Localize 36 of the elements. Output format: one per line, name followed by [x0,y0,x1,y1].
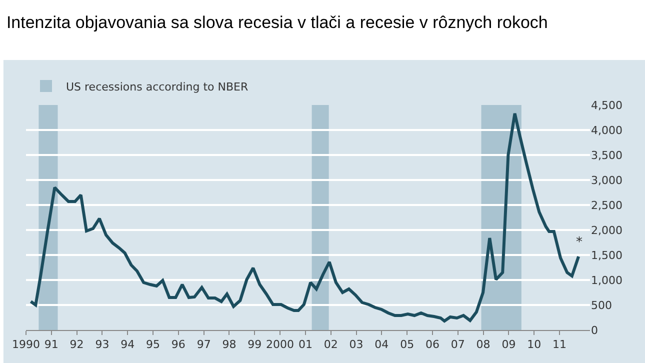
x-tick-label: 94 [120,338,135,352]
y-tick-label: 1,500 [591,248,622,262]
chart-title: Intenzita objavovania sa slova recesia v tlači a recesie v rôznych rokoch [6,13,548,32]
x-tick-label: 02 [324,338,338,352]
y-tick-label: 0 [591,324,598,337]
y-tick-label: 3,000 [591,174,622,187]
x-tick-label: 05 [400,338,414,352]
x-tick-label: 1990 [12,338,40,352]
x-tick-label: 06 [425,338,440,352]
x-tick-label: 01 [298,338,312,352]
x-tick-label: 95 [146,338,160,352]
x-tick-label: 11 [552,338,567,352]
y-tick-label: 1,000 [591,274,622,287]
x-tick-label: 2000 [266,338,294,352]
legend-label: US recessions according to NBER [66,80,248,94]
x-tick-label: 96 [171,338,186,352]
x-tick-label: 10 [527,338,542,352]
y-tick-label: 2,000 [591,224,622,237]
line-series [29,112,580,322]
x-tick-label: 09 [502,338,516,352]
y-tick-label: 2,500 [591,198,622,212]
x-tick-label: 08 [476,338,490,352]
x-tick-label: 93 [95,338,110,352]
x-tick-label: 92 [70,338,84,352]
y-tick-label: 3,500 [591,148,622,162]
y-tick-label: 500 [591,298,612,312]
x-tick-label: 97 [196,338,211,352]
x-tick-label: 99 [248,338,262,352]
x-tick-label: 04 [374,338,389,352]
annotation: * [576,235,583,250]
y-tick-label: 4,000 [591,124,622,137]
x-tick-label: 03 [349,338,364,352]
x-tick-label: 98 [222,338,236,352]
x-tick-label: 07 [450,338,465,352]
x-tick-label: 91 [44,338,58,352]
y-tick-label: 4,500 [591,98,622,112]
